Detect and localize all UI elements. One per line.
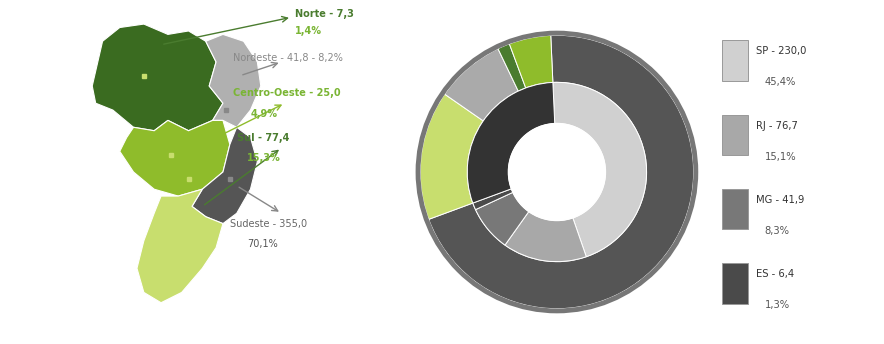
Wedge shape bbox=[552, 82, 646, 257]
Text: 45,4%: 45,4% bbox=[765, 77, 796, 87]
Polygon shape bbox=[206, 34, 261, 127]
Wedge shape bbox=[429, 35, 694, 309]
Text: 1,3%: 1,3% bbox=[765, 300, 789, 310]
Polygon shape bbox=[119, 120, 230, 196]
FancyBboxPatch shape bbox=[722, 264, 748, 303]
Text: Nordeste - 41,8 - 8,2%: Nordeste - 41,8 - 8,2% bbox=[233, 53, 343, 64]
Text: 8,3%: 8,3% bbox=[765, 226, 789, 236]
Wedge shape bbox=[445, 49, 518, 121]
Circle shape bbox=[508, 123, 606, 221]
FancyBboxPatch shape bbox=[722, 115, 748, 155]
Polygon shape bbox=[192, 127, 257, 224]
Polygon shape bbox=[92, 24, 223, 131]
Text: 15,1%: 15,1% bbox=[765, 151, 796, 162]
Text: Norte - 7,3: Norte - 7,3 bbox=[295, 9, 354, 19]
Polygon shape bbox=[137, 189, 223, 303]
Text: Centro-Oeste - 25,0: Centro-Oeste - 25,0 bbox=[233, 88, 341, 98]
Text: Sul - 77,4: Sul - 77,4 bbox=[237, 132, 289, 143]
Wedge shape bbox=[509, 35, 552, 88]
Text: RJ - 76,7: RJ - 76,7 bbox=[757, 120, 798, 131]
Text: 15,3%: 15,3% bbox=[247, 153, 281, 163]
Wedge shape bbox=[468, 83, 555, 203]
Text: SP - 230,0: SP - 230,0 bbox=[757, 46, 807, 56]
Text: ES - 6,4: ES - 6,4 bbox=[757, 269, 795, 279]
Text: 4,9%: 4,9% bbox=[250, 108, 278, 119]
Text: 1,4%: 1,4% bbox=[295, 26, 322, 36]
Wedge shape bbox=[505, 212, 586, 262]
FancyBboxPatch shape bbox=[722, 189, 748, 229]
Wedge shape bbox=[498, 44, 526, 91]
Text: Sudeste - 355,0: Sudeste - 355,0 bbox=[230, 218, 307, 229]
Text: MG - 41,9: MG - 41,9 bbox=[757, 195, 804, 205]
FancyBboxPatch shape bbox=[722, 41, 748, 81]
Wedge shape bbox=[476, 192, 529, 245]
Text: 70,1%: 70,1% bbox=[247, 239, 278, 249]
Wedge shape bbox=[473, 189, 513, 209]
Wedge shape bbox=[420, 94, 484, 219]
